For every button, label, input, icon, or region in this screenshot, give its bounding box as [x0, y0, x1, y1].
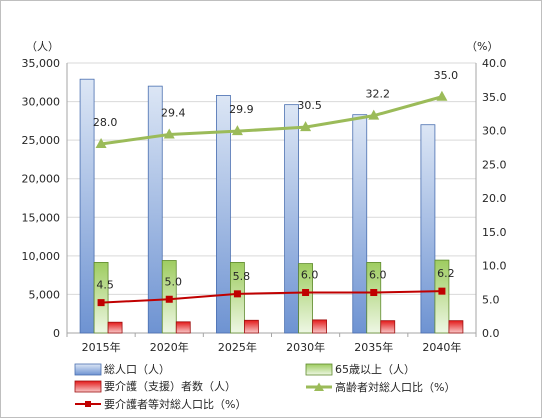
legend: 総人口（人） 65歳以上（人） 要介護（支援）者数（人） 高齢者対総人口比（%）…: [74, 362, 455, 411]
bar-total-population: [147, 85, 163, 334]
line-care-ratio: [101, 290, 442, 304]
marker-care-ratio: [438, 287, 446, 295]
data-label-elderly-ratio: 29.4: [161, 107, 186, 120]
legend-swatch-care-ratio-marker: [85, 401, 91, 407]
gridlines: [67, 62, 476, 295]
data-label-care-ratio: 5.0: [165, 275, 183, 288]
x-tick-label: 2035年: [354, 340, 393, 354]
left-tick-label: 10,000: [22, 250, 61, 263]
right-tick-label: 15.0: [482, 226, 507, 239]
marker-elderly-ratio: [436, 90, 448, 101]
data-label-elderly-ratio: 35.0: [434, 69, 459, 82]
right-tick-label: 5.0: [482, 293, 500, 306]
data-label-elderly-ratio: 29.9: [229, 103, 254, 116]
bar-elderly-population: [366, 262, 382, 334]
marker-care-ratio: [302, 289, 310, 296]
legend-label-care-ratio: 要介護者等対総人口比（%）: [104, 397, 246, 411]
axes: （人） （%） 0 5,000 10,000 15,000 20,000 25,000 30…: [22, 40, 507, 354]
right-axis-unit: （%）: [466, 40, 498, 53]
marker-elderly-ratio: [95, 138, 107, 148]
data-labels: 28.0 29.4 29.9 30.5 32.2 35.0 4.5 5.0 5.8 6.0 6.0 6…: [93, 69, 458, 292]
data-label-care-ratio: 6.2: [437, 267, 455, 280]
data-label-care-ratio: 6.0: [369, 269, 387, 282]
data-label-care-ratio: 6.0: [301, 269, 319, 282]
left-tick-label: 25,000: [22, 134, 61, 147]
bar-total-population: [420, 124, 436, 334]
bar-total-population: [284, 104, 299, 334]
x-tick-label: 2030年: [286, 340, 325, 354]
bar-care-recipients: [448, 320, 464, 334]
data-label-care-ratio: 5.8: [233, 270, 251, 283]
x-tick-label: 2040年: [422, 340, 461, 354]
legend-swatch-population: [74, 363, 102, 376]
right-tick-label: 0.0: [482, 327, 500, 340]
data-label-elderly-ratio: 32.2: [366, 88, 391, 101]
right-tick-label: 40.0: [482, 57, 507, 70]
legend-swatch-care: [74, 380, 102, 393]
x-tick-label: 2020年: [150, 340, 189, 354]
bar-care-recipients: [175, 321, 191, 334]
bar-elderly-population: [298, 263, 313, 334]
legend-swatch-elderly: [305, 363, 333, 376]
left-tick-label: 35,000: [22, 57, 61, 70]
bar-elderly-population: [93, 262, 109, 334]
data-label-care-ratio: 4.5: [96, 279, 114, 292]
data-label-elderly-ratio: 28.0: [93, 116, 118, 129]
bar-elderly-population: [434, 259, 450, 334]
x-tick-label: 2025年: [218, 340, 257, 354]
legend-label-elderly: 65歳以上（人）: [335, 363, 415, 376]
data-label-elderly-ratio: 30.5: [297, 99, 322, 112]
bars: [79, 78, 464, 334]
left-tick-label: 15,000: [22, 211, 61, 224]
left-tick-label: 30,000: [22, 96, 61, 109]
left-tick-label: 20,000: [22, 173, 61, 186]
bar-total-population: [352, 114, 368, 334]
line-elderly-ratio: [100, 95, 443, 146]
legend-label-population: 総人口（人）: [104, 362, 170, 376]
marker-elderly-ratio: [163, 128, 175, 139]
right-tick-label: 10.0: [482, 260, 507, 273]
right-tick-label: 25.0: [482, 158, 507, 171]
bar-care-recipients: [312, 319, 327, 334]
right-tick-label: 30.0: [482, 125, 507, 138]
x-tick-label: 2015年: [82, 340, 121, 354]
bar-care-recipients: [107, 321, 123, 334]
marker-elderly-ratio: [300, 121, 312, 132]
bar-care-recipients: [244, 319, 259, 334]
right-tick-label: 20.0: [482, 192, 507, 205]
bar-care-recipients: [380, 320, 396, 334]
bar-total-population: [79, 78, 95, 334]
bar-total-population: [216, 95, 231, 334]
left-tick-label: 0: [53, 327, 60, 340]
legend-label-elderly-ratio: 高齢者対総人口比（%）: [335, 380, 455, 394]
bar-elderly-population: [230, 262, 245, 334]
marker-care-ratio: [165, 295, 173, 303]
marker-elderly-ratio: [368, 109, 380, 120]
marker-care-ratio: [370, 289, 378, 296]
legend-swatch-elderly-ratio-marker: [314, 382, 324, 391]
marker-care-ratio: [233, 290, 241, 298]
right-tick-label: 35.0: [482, 91, 507, 104]
left-axis-unit: （人）: [26, 40, 59, 53]
lines: [95, 90, 448, 307]
legend-label-care: 要介護（支援）者数（人）: [104, 379, 236, 393]
left-tick-label: 5,000: [29, 288, 61, 301]
marker-elderly-ratio: [231, 125, 243, 136]
marker-care-ratio: [97, 299, 105, 307]
